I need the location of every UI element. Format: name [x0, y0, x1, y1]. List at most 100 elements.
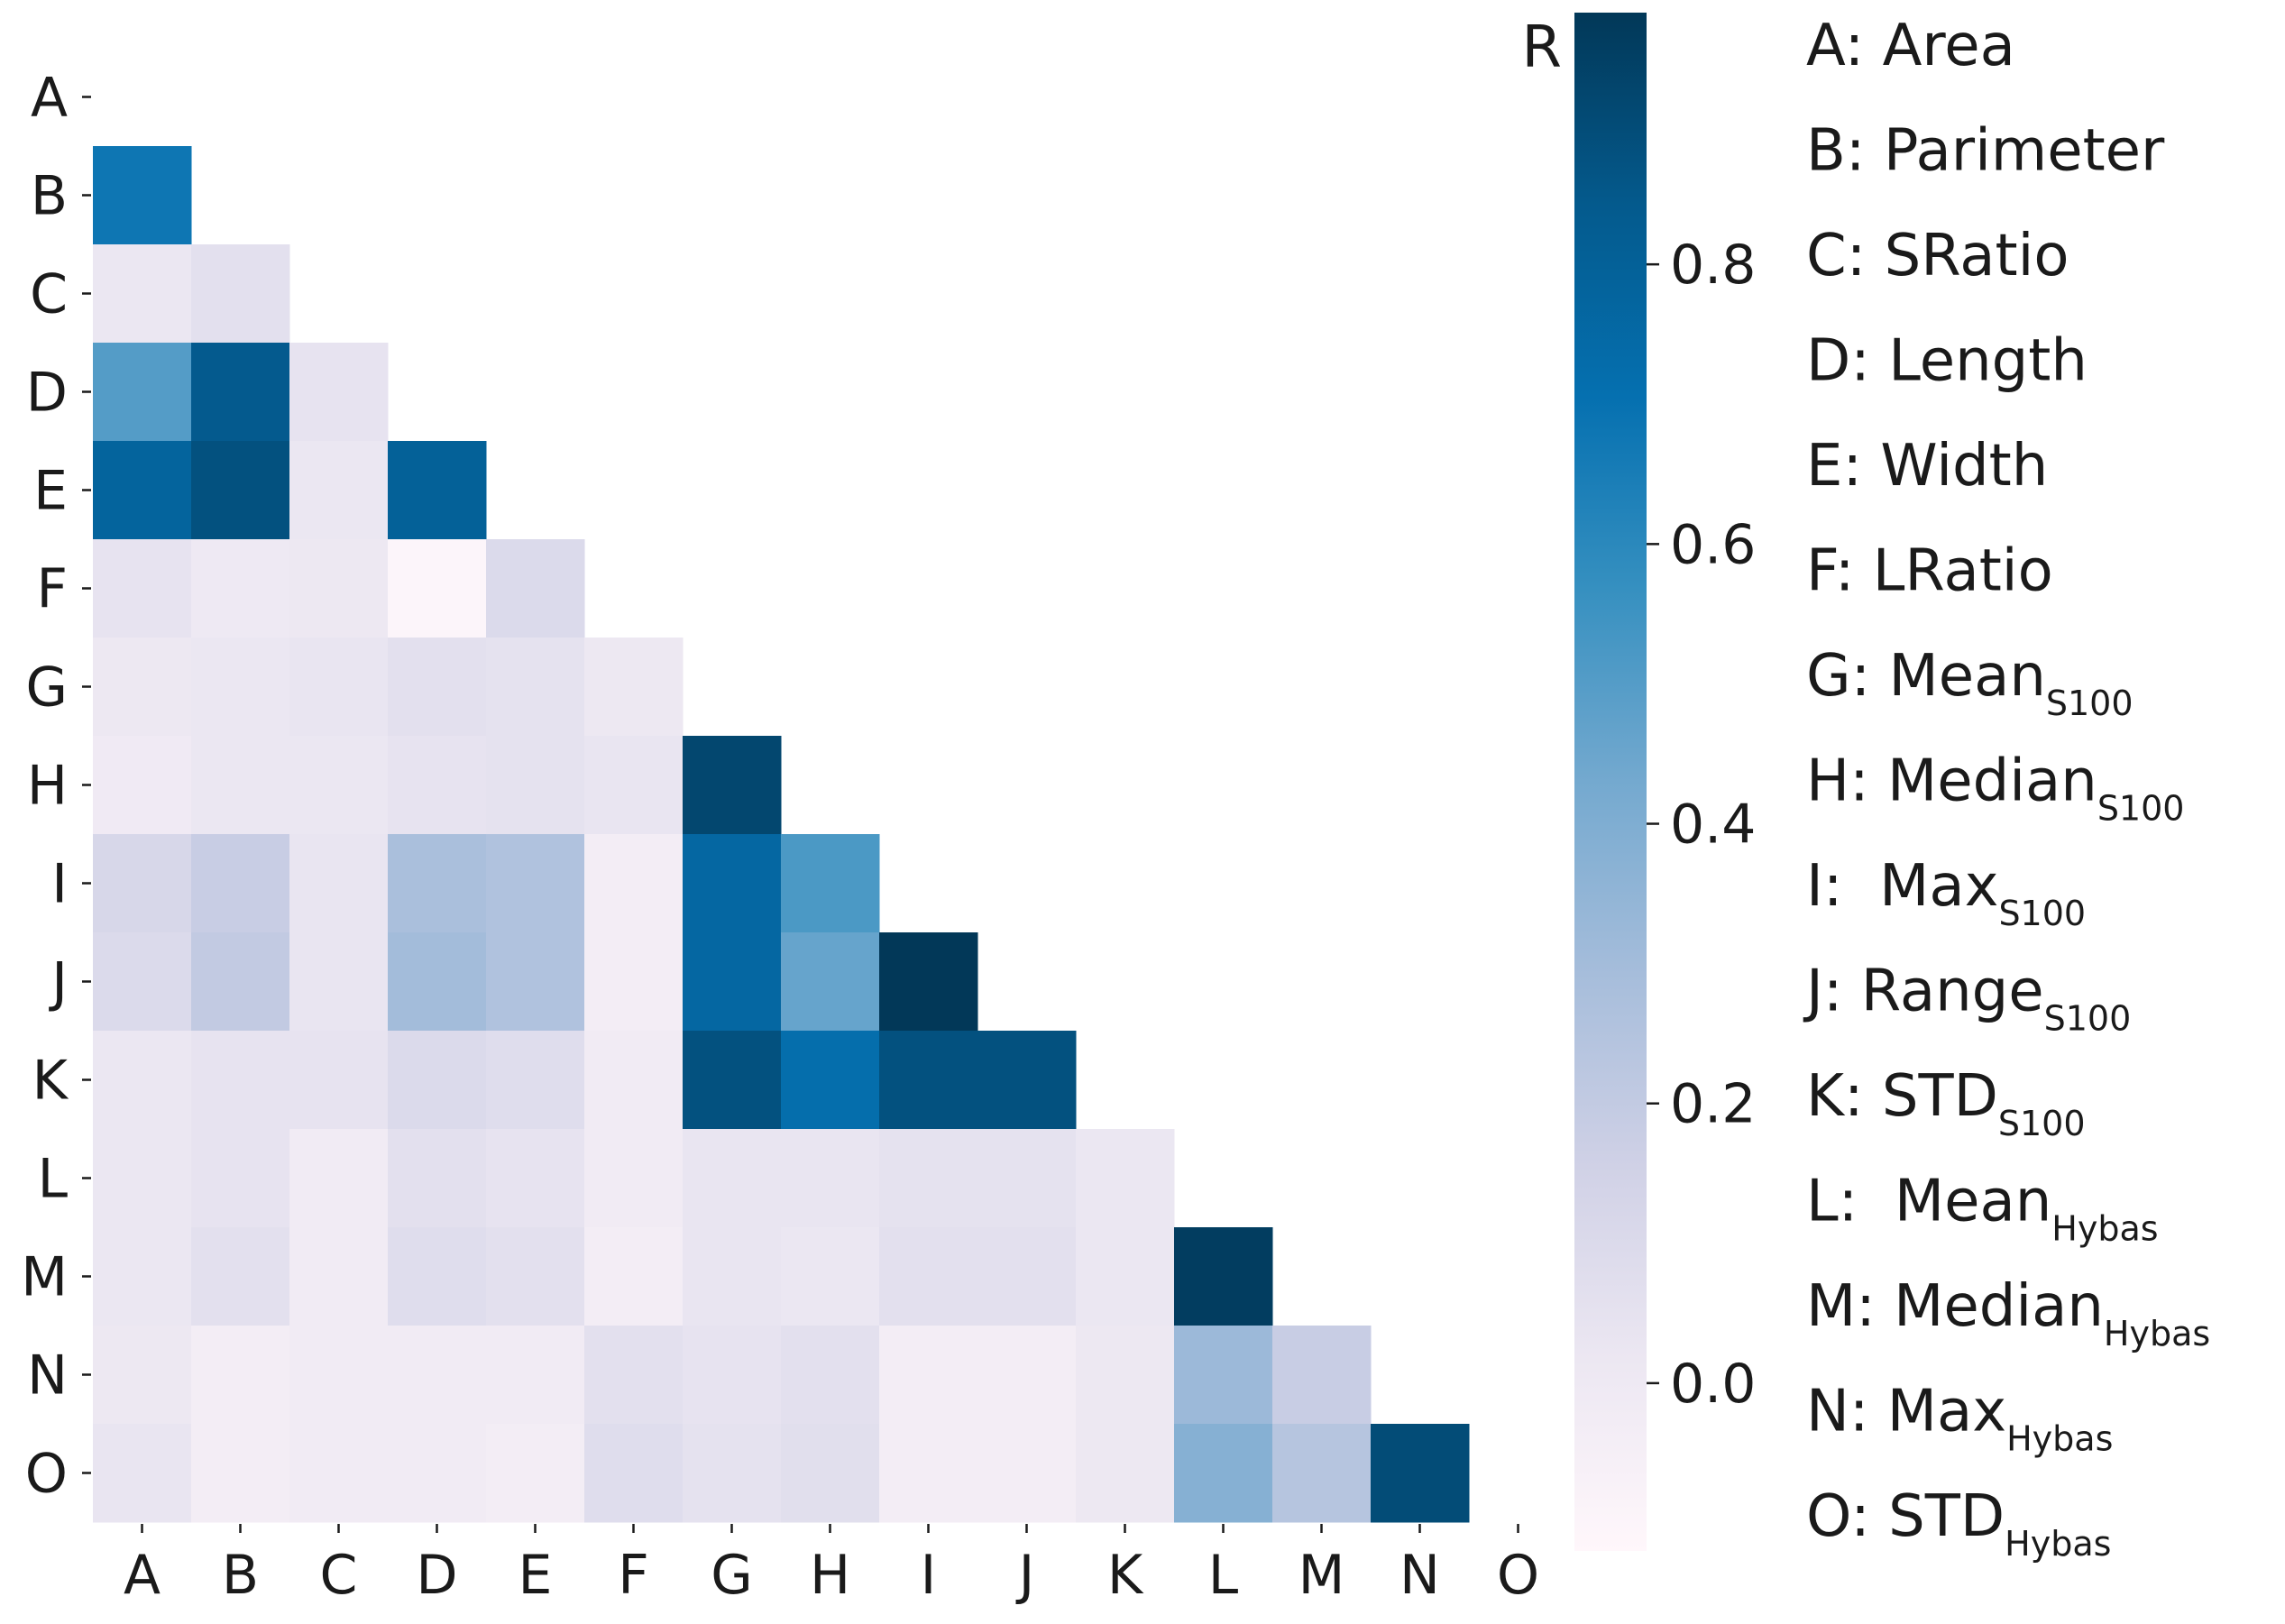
heatmap-cell-K-A [93, 1031, 192, 1130]
heatmap-cell-J-I [879, 932, 978, 1032]
heatmap-cell-K-H [781, 1031, 880, 1130]
heatmap-cell-B-A [93, 146, 192, 245]
heatmap-cell-K-C [289, 1031, 389, 1130]
heatmap-cells [93, 146, 1470, 1523]
heatmap-cell-M-A [93, 1227, 192, 1326]
heatmap-cell-D-B [191, 343, 290, 442]
heatmap-cell-N-K [1076, 1326, 1175, 1425]
heatmap-cell-O-J [977, 1424, 1077, 1523]
legend-entry: D: Length [1806, 328, 2088, 395]
heatmap-cell-O-E [486, 1424, 585, 1523]
heatmap-cell-I-F [584, 834, 684, 933]
heatmap-cell-O-D [388, 1424, 487, 1523]
heatmap-cell-F-B [191, 539, 290, 638]
heatmap-cell-G-B [191, 638, 290, 737]
heatmap-cell-L-D [388, 1129, 487, 1228]
legend-entry: G: MeanS100 [1806, 643, 2134, 723]
heatmap-cell-L-A [93, 1129, 192, 1228]
x-tick-label-K: K [1107, 1544, 1144, 1607]
y-tick-label-B: B [31, 165, 68, 228]
heatmap-cell-O-G [683, 1424, 782, 1523]
y-tick-label-K: K [32, 1050, 69, 1113]
heatmap-cell-N-D [388, 1326, 487, 1425]
legend-entry: I: MaxS100 [1806, 853, 2086, 933]
legend-entry: L: MeanHybas [1806, 1169, 2159, 1249]
x-tick-label-A: A [124, 1544, 161, 1607]
heatmap-cell-H-D [388, 736, 487, 835]
heatmap-cell-O-M [1272, 1424, 1372, 1523]
heatmap-cell-L-J [977, 1129, 1077, 1228]
heatmap-cell-G-D [388, 638, 487, 737]
heatmap-cell-M-B [191, 1227, 290, 1326]
heatmap-cell-C-A [93, 244, 192, 344]
heatmap-cell-H-B [191, 736, 290, 835]
heatmap-cell-J-F [584, 932, 684, 1032]
heatmap-cell-E-B [191, 441, 290, 540]
heatmap-cell-M-G [683, 1227, 782, 1326]
heatmap-cell-J-C [289, 932, 389, 1032]
heatmap-cell-K-F [584, 1031, 684, 1130]
x-tick-label-I: I [921, 1544, 937, 1607]
heatmap-cell-N-F [584, 1326, 684, 1425]
y-tick-label-C: C [30, 263, 68, 326]
heatmap-cell-I-C [289, 834, 389, 933]
legend-entry: J: RangeS100 [1803, 959, 2131, 1039]
x-tick-label-E: E [518, 1544, 553, 1607]
heatmap-cell-I-H [781, 834, 880, 933]
heatmap-cell-L-I [879, 1129, 978, 1228]
heatmap-cell-N-G [683, 1326, 782, 1425]
heatmap-cell-F-C [289, 539, 389, 638]
x-tick-label-J: J [1015, 1544, 1035, 1607]
heatmap-cell-E-C [289, 441, 389, 540]
x-tick-label-G: G [711, 1544, 753, 1607]
heatmap-cell-N-C [289, 1326, 389, 1425]
y-tick-label-I: I [51, 853, 68, 916]
heatmap-cell-K-D [388, 1031, 487, 1130]
colorbar-tick-label: 0.0 [1670, 1353, 1756, 1416]
x-tick-label-N: N [1399, 1544, 1440, 1607]
heatmap-cell-O-F [584, 1424, 684, 1523]
colorbar: R 0.0 0.2 0.4 0.6 0.8 [1522, 13, 1756, 1551]
heatmap-cell-L-F [584, 1129, 684, 1228]
legend-entry: A: Area [1806, 13, 2015, 79]
heatmap-cell-K-J [977, 1031, 1077, 1130]
heatmap-cell-M-E [486, 1227, 585, 1326]
y-tick-label-J: J [48, 951, 68, 1014]
heatmap-cell-E-D [388, 441, 487, 540]
legend-entry: B: Parimeter [1806, 118, 2165, 185]
x-tick-label-F: F [618, 1544, 649, 1607]
heatmap-cell-J-A [93, 932, 192, 1032]
heatmap-cell-J-B [191, 932, 290, 1032]
legend-entry: C: SRatio [1806, 223, 2069, 289]
heatmap-cell-N-B [191, 1326, 290, 1425]
x-tick-label-D: D [416, 1544, 457, 1607]
heatmap-cell-K-B [191, 1031, 290, 1130]
legend-entry: O: STDHybas [1806, 1483, 2111, 1564]
legend-entry: K: STDS100 [1806, 1063, 2086, 1143]
y-tick-label-D: D [26, 362, 68, 425]
colorbar-tick-label: 0.2 [1670, 1073, 1756, 1136]
heatmap-cell-I-G [683, 834, 782, 933]
heatmap-cell-M-K [1076, 1227, 1175, 1326]
heatmap-cell-L-C [289, 1129, 389, 1228]
y-tick-label-N: N [27, 1344, 68, 1408]
heatmap-cell-N-E [486, 1326, 585, 1425]
heatmap-cell-O-N [1371, 1424, 1470, 1523]
heatmap-cell-J-D [388, 932, 487, 1032]
heatmap-cell-F-D [388, 539, 487, 638]
heatmap-cell-G-E [486, 638, 585, 737]
heatmap-cell-J-H [781, 932, 880, 1032]
heatmap-cell-M-I [879, 1227, 978, 1326]
x-tick-label-M: M [1299, 1544, 1345, 1607]
heatmap-cell-F-A [93, 539, 192, 638]
heatmap-cell-L-K [1076, 1129, 1175, 1228]
heatmap-cell-I-E [486, 834, 585, 933]
colorbar-gradient [1574, 13, 1647, 1551]
variable-legend: A: Area B: Parimeter C: SRatio D: Length E: … [1803, 13, 2210, 1564]
y-tick-label-O: O [25, 1443, 68, 1506]
heatmap-cell-N-L [1174, 1326, 1273, 1425]
legend-entry: M: MedianHybas [1806, 1273, 2210, 1353]
heatmap-cell-C-B [191, 244, 290, 344]
